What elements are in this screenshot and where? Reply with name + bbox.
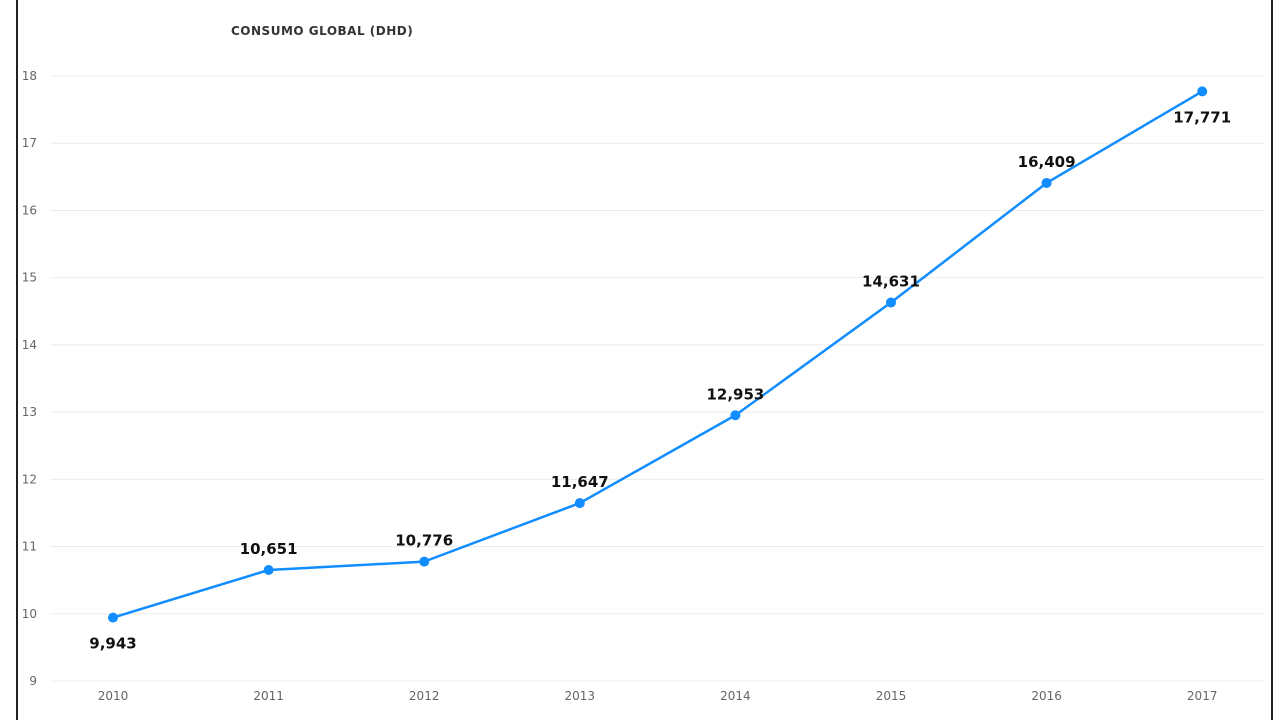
y-tick-label: 18 bbox=[22, 69, 37, 83]
x-tick-label: 2013 bbox=[565, 689, 596, 703]
right-border bbox=[1271, 0, 1273, 720]
y-tick-label: 13 bbox=[22, 405, 37, 419]
x-tick-label: 2011 bbox=[253, 689, 284, 703]
y-tick-label: 15 bbox=[22, 271, 37, 285]
data-point[interactable] bbox=[419, 556, 430, 567]
x-tick-label: 2014 bbox=[720, 689, 751, 703]
data-label: 17,771 bbox=[1173, 108, 1231, 126]
data-label: 16,409 bbox=[1018, 153, 1076, 171]
y-tick-label: 16 bbox=[22, 203, 37, 217]
data-labels: 9,943 10,651 10,776 11,647 12,953 14,631 16,40… bbox=[89, 108, 1231, 652]
data-label: 12,953 bbox=[706, 385, 764, 403]
data-label: 10,776 bbox=[395, 532, 453, 550]
y-tick-label: 14 bbox=[22, 338, 37, 352]
series-line bbox=[112, 90, 1203, 619]
x-axis: 2010 2011 2012 2013 2014 2015 2016 2017 bbox=[98, 689, 1218, 703]
series-line-layer bbox=[112, 90, 1203, 619]
data-point[interactable] bbox=[1041, 177, 1052, 188]
data-point[interactable] bbox=[574, 498, 585, 509]
data-label: 14,631 bbox=[862, 272, 920, 290]
x-tick-label: 2012 bbox=[409, 689, 440, 703]
gridlines bbox=[50, 75, 1265, 682]
y-tick-label: 10 bbox=[22, 607, 37, 621]
data-label: 10,651 bbox=[240, 540, 298, 558]
data-point[interactable] bbox=[263, 565, 274, 576]
data-points bbox=[108, 86, 1208, 623]
y-tick-label: 9 bbox=[29, 674, 37, 688]
data-point[interactable] bbox=[108, 612, 118, 623]
x-tick-label: 2010 bbox=[98, 689, 129, 703]
x-tick-label: 2016 bbox=[1031, 689, 1062, 703]
data-label: 11,647 bbox=[551, 473, 609, 491]
data-point[interactable] bbox=[730, 410, 741, 421]
y-axis: 9 10 11 12 13 14 15 16 17 18 bbox=[22, 69, 37, 688]
chart-title: CONSUMO GLOBAL (DHD) bbox=[231, 24, 414, 38]
y-tick-label: 11 bbox=[22, 540, 37, 554]
x-tick-label: 2017 bbox=[1187, 689, 1218, 703]
left-border bbox=[16, 0, 18, 720]
y-tick-label: 17 bbox=[22, 136, 37, 150]
data-label: 9,943 bbox=[89, 635, 136, 653]
y-tick-label: 12 bbox=[22, 472, 37, 486]
data-point[interactable] bbox=[886, 297, 896, 308]
x-tick-label: 2015 bbox=[876, 689, 907, 703]
data-point[interactable] bbox=[1197, 86, 1208, 97]
